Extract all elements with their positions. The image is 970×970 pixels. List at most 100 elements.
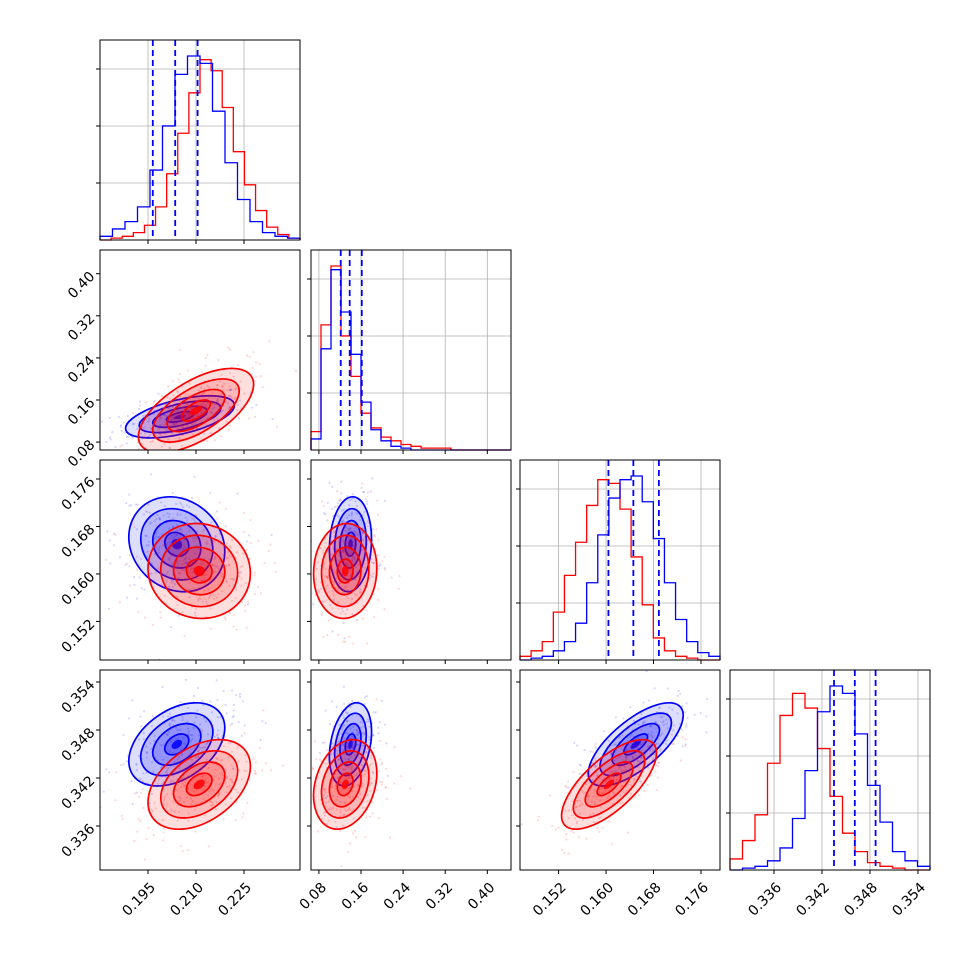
scatter-point xyxy=(171,491,174,495)
scatter-point xyxy=(196,556,199,559)
scatter-point xyxy=(218,783,221,786)
scatter-point xyxy=(592,795,595,798)
scatter-point xyxy=(197,754,200,758)
scatter-point xyxy=(247,600,250,603)
x-tick-label: 0.342 xyxy=(793,880,833,920)
panel-content xyxy=(101,340,297,450)
scatter-point xyxy=(156,782,159,786)
scatter-point xyxy=(626,831,630,834)
scatter-point xyxy=(209,491,212,495)
scatter-point xyxy=(353,829,357,832)
scatter-point xyxy=(167,731,170,734)
scatter-point xyxy=(181,426,184,429)
scatter-point xyxy=(114,445,117,449)
scatter-point xyxy=(167,767,170,770)
scatter-point xyxy=(228,545,231,548)
scatter-point xyxy=(385,742,388,745)
scatter-point xyxy=(388,836,392,839)
scatter-point xyxy=(155,518,158,521)
scatter-point xyxy=(191,537,194,540)
scatter-point xyxy=(343,576,347,579)
scatter-point xyxy=(203,432,206,435)
scatter-point xyxy=(341,548,344,552)
scatter-point xyxy=(191,799,194,803)
scatter-point xyxy=(346,733,349,736)
scatter-point xyxy=(187,412,190,415)
scatter-point xyxy=(350,514,353,517)
scatter-point xyxy=(244,754,247,757)
scatter-point xyxy=(235,628,238,631)
scatter-point xyxy=(359,720,362,724)
scatter-point xyxy=(570,830,573,833)
scatter-point xyxy=(176,514,179,517)
scatter-point xyxy=(357,755,360,759)
scatter-point xyxy=(644,753,647,756)
scatter-point xyxy=(332,775,335,778)
scatter-point xyxy=(137,610,140,613)
scatter-point xyxy=(193,475,196,478)
scatter-point xyxy=(330,808,333,811)
scatter-point xyxy=(199,562,203,566)
scatter-point xyxy=(197,389,200,392)
scatter-point xyxy=(167,516,170,519)
y-tick-label: 0.176 xyxy=(59,474,99,514)
scatter-point xyxy=(332,778,335,781)
scatter-point xyxy=(158,778,161,781)
scatter-point xyxy=(337,633,340,636)
scatter-point xyxy=(583,749,586,752)
scatter-point xyxy=(186,849,189,852)
scatter-point xyxy=(210,711,214,714)
scatter-point xyxy=(214,555,217,558)
scatter-point xyxy=(148,540,151,543)
scatter-point xyxy=(204,814,207,817)
scatter-point xyxy=(128,493,131,496)
panel-content xyxy=(100,678,285,861)
scatter-point xyxy=(181,506,185,509)
scatter-point xyxy=(320,817,323,820)
scatter-point xyxy=(125,596,128,599)
scatter-point xyxy=(578,763,581,766)
scatter-point xyxy=(347,795,350,798)
scatter-point xyxy=(168,410,171,414)
scatter-point xyxy=(149,742,152,745)
scatter-point xyxy=(356,619,359,622)
scatter-point xyxy=(383,568,386,571)
scatter-point xyxy=(228,584,231,588)
scatter-point xyxy=(372,772,375,775)
scatter-point xyxy=(341,548,345,551)
scatter-point xyxy=(186,775,189,779)
scatter-point xyxy=(131,699,134,702)
scatter-point xyxy=(141,780,144,783)
scatter-point xyxy=(705,731,708,734)
scatter-point xyxy=(610,753,613,756)
scatter-point xyxy=(337,559,341,562)
scatter-point xyxy=(164,766,168,770)
scatter-point xyxy=(139,404,142,407)
scatter-point xyxy=(356,731,359,734)
scatter-point xyxy=(321,500,324,503)
scatter-point xyxy=(594,757,597,760)
scatter-point xyxy=(185,561,188,565)
scatter-point xyxy=(211,402,214,405)
scatter-point xyxy=(567,780,570,783)
scatter-point xyxy=(342,748,345,751)
scatter-point xyxy=(379,780,382,784)
scatter-point xyxy=(338,781,341,785)
histogram-panel-1 xyxy=(307,249,512,454)
scatter-point xyxy=(177,413,180,416)
scatter-point xyxy=(575,822,578,825)
scatter-point xyxy=(211,578,214,581)
scatter-panel-1-0 xyxy=(96,249,301,454)
scatter-point xyxy=(365,751,368,754)
scatter-point xyxy=(204,778,207,781)
scatter-point xyxy=(321,612,324,615)
scatter-point xyxy=(339,762,342,765)
scatter-point xyxy=(372,572,375,575)
scatter-point xyxy=(385,767,388,770)
scatter-point xyxy=(168,712,171,715)
scatter-point xyxy=(180,434,183,437)
scatter-point xyxy=(655,788,658,792)
scatter-point xyxy=(183,557,186,561)
scatter-point xyxy=(122,421,125,424)
scatter-point xyxy=(233,703,236,707)
